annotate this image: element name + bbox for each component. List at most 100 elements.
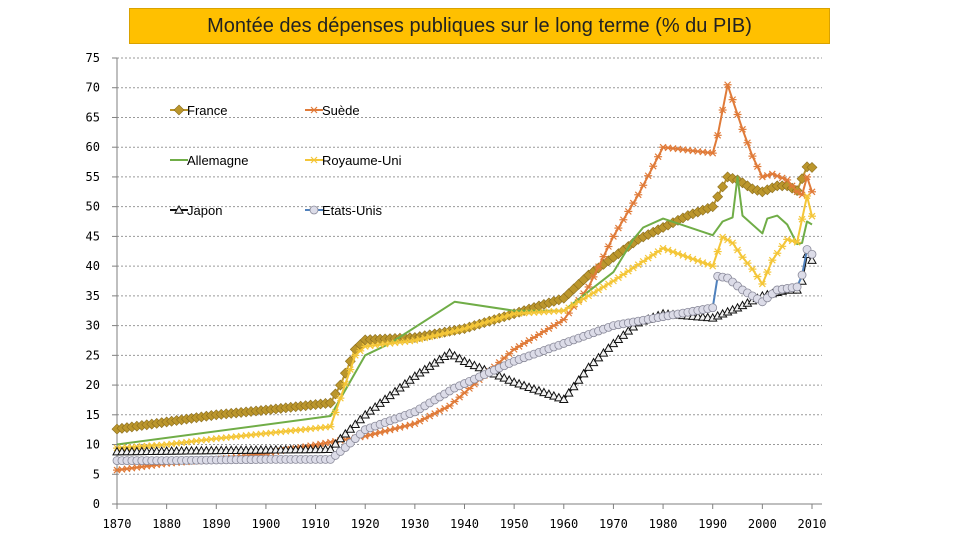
data-point: [400, 422, 409, 430]
data-point: [415, 335, 424, 343]
data-point: [717, 181, 729, 193]
y-tick-label: 45: [86, 229, 100, 243]
data-point: [173, 104, 185, 116]
data-point: [712, 191, 724, 203]
data-point: [341, 380, 350, 388]
data-point: [728, 96, 737, 104]
data-point: [763, 268, 772, 276]
axes: 0 5 10 15 20 25 30 35 40 45 50 55 60 65 70 75 1870 1880 18…: [86, 51, 827, 531]
data-point: [738, 125, 747, 133]
data-point: [708, 262, 717, 270]
legend-label: Etats-Unis: [322, 203, 382, 218]
data-point: [758, 280, 767, 288]
data-point: [366, 431, 375, 439]
data-point: [310, 156, 318, 164]
data-point: [798, 191, 807, 199]
data-point: [748, 152, 757, 160]
data-point: [773, 249, 782, 257]
data-point: [634, 191, 643, 199]
y-tick-label: 30: [86, 319, 100, 333]
data-point: [618, 330, 629, 339]
data-point: [440, 329, 449, 337]
data-point: [504, 374, 515, 384]
series-line: [116, 253, 813, 453]
data-point: [494, 370, 505, 380]
x-tick-label: 1980: [649, 517, 678, 531]
data-point: [330, 438, 341, 448]
data-point: [588, 357, 599, 367]
data-point: [340, 428, 351, 438]
chart-title: Montée des dépenses publiques sur le lon…: [129, 8, 830, 44]
data-point: [806, 161, 818, 173]
data-point: [376, 429, 385, 436]
data-point: [381, 427, 390, 435]
data-point: [309, 205, 319, 215]
data-point: [563, 387, 574, 397]
data-point: [553, 392, 564, 402]
data-point: [331, 408, 340, 416]
x-tick-label: 1910: [301, 517, 330, 531]
data-point: [573, 375, 584, 384]
data-point: [454, 353, 465, 363]
data-point: [410, 337, 419, 344]
series-japon: [112, 249, 817, 456]
series-line: [116, 175, 813, 446]
data-point: [614, 274, 623, 282]
data-point: [371, 430, 380, 438]
data-point: [644, 172, 653, 180]
data-point: [649, 162, 658, 170]
data-point: [783, 176, 792, 184]
legend-label: Allemagne: [187, 153, 248, 168]
x-tick-label: 1900: [251, 517, 280, 531]
data-point: [325, 397, 336, 409]
data-point: [639, 181, 648, 189]
x-tick-label: 1870: [103, 517, 132, 531]
legend-label: Royaume-Uni: [322, 153, 402, 168]
data-point: [445, 328, 454, 336]
data-point: [519, 380, 529, 390]
data-point: [614, 224, 623, 232]
y-tick-label: 35: [86, 289, 100, 303]
data-point: [514, 378, 524, 388]
data-point: [654, 248, 663, 255]
data-point: [609, 277, 618, 285]
data-point: [430, 332, 439, 340]
data-point: [539, 387, 549, 397]
data-point: [792, 282, 802, 292]
y-tick-label: 65: [86, 110, 100, 124]
x-tick-label: 1940: [450, 517, 479, 531]
data-point: [753, 163, 762, 170]
legend-item: Royaume-Uni: [305, 153, 402, 168]
data-point: [594, 263, 603, 271]
data-point: [346, 366, 355, 374]
y-tick-label: 40: [86, 259, 100, 273]
data-point: [707, 201, 719, 213]
x-tick-label: 1970: [599, 517, 628, 531]
data-point: [524, 382, 534, 391]
y-tick-label: 10: [86, 438, 100, 452]
data-point: [654, 153, 663, 161]
data-point: [807, 249, 817, 259]
data-point: [733, 111, 742, 118]
legend-label: Japon: [187, 203, 222, 218]
data-point: [509, 377, 519, 386]
data-point: [578, 368, 589, 378]
data-point: [624, 207, 633, 215]
y-tick-label: 50: [86, 200, 100, 214]
data-point: [808, 212, 816, 220]
data-point: [174, 204, 184, 214]
data-point: [593, 352, 604, 362]
legend-item: Suède: [305, 103, 360, 118]
data-point: [738, 253, 747, 261]
data-point: [326, 423, 335, 431]
x-tick-label: 1880: [152, 517, 181, 531]
data-point: [768, 256, 777, 264]
x-tick-label: 1930: [400, 517, 429, 531]
data-point: [330, 388, 341, 400]
data-point: [609, 232, 618, 240]
data-point: [425, 333, 434, 341]
data-point: [534, 385, 544, 395]
data-point: [778, 242, 787, 250]
data-point: [568, 381, 579, 391]
data-point: [619, 271, 628, 278]
